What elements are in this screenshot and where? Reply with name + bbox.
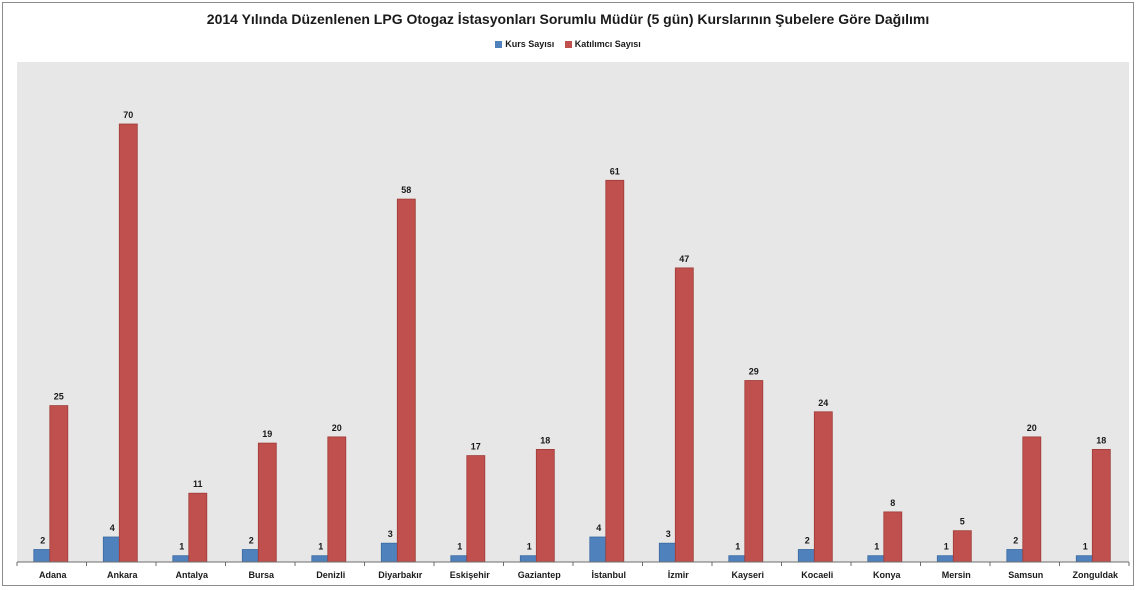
data-label-katilimci: 17 bbox=[471, 442, 481, 452]
x-tick-label: Kayseri bbox=[732, 570, 765, 580]
data-label-katilimci: 5 bbox=[960, 517, 965, 527]
bar-kurs bbox=[380, 542, 400, 563]
data-label-katilimci: 70 bbox=[123, 110, 133, 120]
data-label-kurs: 1 bbox=[735, 542, 740, 552]
data-label-kurs: 2 bbox=[805, 536, 810, 546]
bar-katilimci bbox=[952, 530, 972, 563]
bar-kurs bbox=[33, 549, 53, 563]
data-label-kurs: 4 bbox=[110, 523, 115, 533]
bar-katilimci bbox=[1022, 436, 1042, 563]
bar-kurs bbox=[728, 555, 748, 563]
data-label-kurs: 1 bbox=[318, 542, 323, 552]
bar-katilimci bbox=[188, 492, 208, 563]
bar-katilimci bbox=[1091, 448, 1111, 563]
bar-kurs bbox=[102, 536, 122, 563]
data-label-kurs: 1 bbox=[1083, 542, 1088, 552]
bar-katilimci bbox=[883, 511, 903, 563]
bar-katilimci bbox=[327, 436, 347, 563]
x-tick-label: Adana bbox=[39, 570, 68, 580]
data-label-kurs: 2 bbox=[1013, 536, 1018, 546]
bar-kurs bbox=[450, 555, 470, 563]
data-label-kurs: 3 bbox=[666, 529, 671, 539]
data-label-katilimci: 18 bbox=[540, 435, 550, 445]
plot-area bbox=[17, 62, 1129, 562]
bar-kurs bbox=[311, 555, 331, 563]
data-label-kurs: 2 bbox=[249, 536, 254, 546]
x-tick-label: Konya bbox=[873, 570, 902, 580]
data-label-kurs: 1 bbox=[944, 542, 949, 552]
legend-item-katilimci: Katılımcı Sayısı bbox=[564, 39, 641, 49]
bar-katilimci bbox=[49, 405, 69, 563]
bar-katilimci bbox=[535, 448, 555, 563]
data-label-katilimci: 24 bbox=[818, 398, 828, 408]
data-label-katilimci: 19 bbox=[262, 429, 272, 439]
bar-kurs bbox=[1075, 555, 1095, 563]
bar-kurs bbox=[241, 549, 261, 563]
bar-katilimci bbox=[118, 123, 138, 563]
x-tick-label: İzmir bbox=[668, 570, 690, 580]
data-label-kurs: 1 bbox=[457, 542, 462, 552]
data-label-katilimci: 47 bbox=[679, 254, 689, 264]
x-tick-label: Antalya bbox=[176, 570, 210, 580]
data-label-katilimci: 18 bbox=[1096, 435, 1106, 445]
x-tick-label: Diyarbakır bbox=[378, 570, 423, 580]
data-label-katilimci: 61 bbox=[610, 166, 620, 176]
x-tick-label: Eskişehir bbox=[450, 570, 491, 580]
legend-swatch-kurs bbox=[495, 40, 503, 48]
data-label-katilimci: 20 bbox=[1027, 423, 1037, 433]
bar-kurs bbox=[658, 542, 678, 563]
x-tick-label: Gaziantep bbox=[518, 570, 562, 580]
bar-kurs bbox=[797, 549, 817, 563]
bar-katilimci bbox=[744, 380, 764, 563]
data-label-kurs: 1 bbox=[527, 542, 532, 552]
legend-label-kurs: Kurs Sayısı bbox=[505, 39, 555, 49]
chart-legend: Kurs Sayısı Katılımcı Sayısı bbox=[3, 39, 1133, 50]
bar-katilimci bbox=[605, 179, 625, 563]
x-tick-label: Zonguldak bbox=[1073, 570, 1119, 580]
bar-kurs bbox=[172, 555, 192, 563]
bar-kurs bbox=[1006, 549, 1026, 563]
x-tick-label: Ankara bbox=[107, 570, 139, 580]
bar-katilimci bbox=[396, 198, 416, 563]
bar-kurs bbox=[519, 555, 539, 563]
bar-kurs bbox=[589, 536, 609, 563]
x-tick-label: Denizli bbox=[316, 570, 345, 580]
bar-katilimci bbox=[674, 267, 694, 563]
data-label-katilimci: 25 bbox=[54, 392, 64, 402]
legend-label-katilimci: Katılımcı Sayısı bbox=[574, 39, 641, 49]
x-tick-label: Samsun bbox=[1008, 570, 1043, 580]
data-label-kurs: 1 bbox=[874, 542, 879, 552]
x-tick-label: Bursa bbox=[249, 570, 276, 580]
data-label-katilimci: 20 bbox=[332, 423, 342, 433]
data-label-katilimci: 58 bbox=[401, 185, 411, 195]
data-label-kurs: 4 bbox=[596, 523, 601, 533]
data-label-kurs: 1 bbox=[179, 542, 184, 552]
data-label-kurs: 2 bbox=[40, 536, 45, 546]
data-label-katilimci: 11 bbox=[193, 479, 203, 489]
bar-kurs bbox=[867, 555, 887, 563]
bar-katilimci bbox=[466, 455, 486, 563]
bar-kurs bbox=[936, 555, 956, 563]
bar-katilimci bbox=[257, 442, 277, 563]
chart-title: 2014 Yılında Düzenlenen LPG Otogaz İstas… bbox=[206, 11, 930, 27]
legend-item-kurs: Kurs Sayısı bbox=[495, 39, 554, 49]
data-label-katilimci: 29 bbox=[749, 367, 759, 377]
bar-katilimci bbox=[813, 411, 833, 563]
legend-swatch-katilimci bbox=[564, 40, 572, 48]
x-tick-label: Mersin bbox=[942, 570, 971, 580]
data-label-kurs: 3 bbox=[388, 529, 393, 539]
x-tick-label: Kocaeli bbox=[801, 570, 833, 580]
x-tick-label: İstanbul bbox=[592, 570, 627, 580]
data-label-katilimci: 8 bbox=[890, 498, 895, 508]
